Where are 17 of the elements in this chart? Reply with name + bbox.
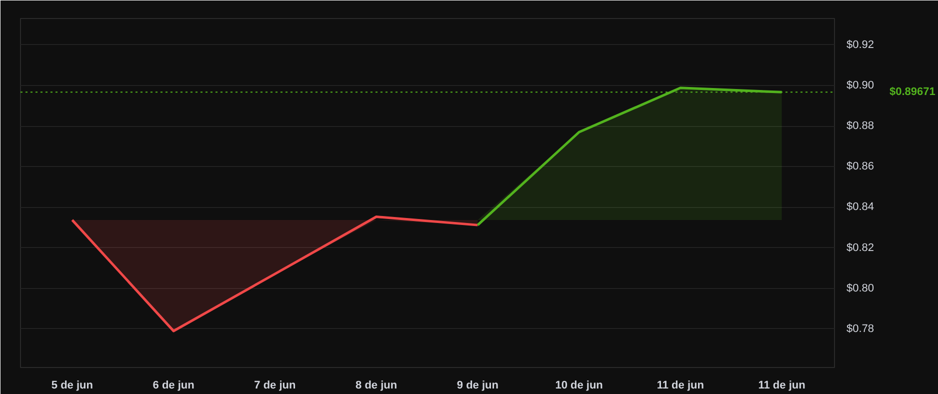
x-tick-label: 9 de jun bbox=[456, 380, 499, 392]
y-tick-label: $0.86 bbox=[846, 160, 874, 173]
y-tick-label: $0.90 bbox=[846, 79, 874, 92]
y-tick-label: $0.80 bbox=[846, 282, 874, 294]
y-tick-label: $0.82 bbox=[846, 242, 874, 254]
y-tick-label: $0.84 bbox=[846, 201, 874, 214]
y-tick-label: $0.78 bbox=[846, 322, 874, 335]
x-tick-label: 11 de jun bbox=[758, 380, 806, 392]
x-tick-label: 7 de jun bbox=[254, 380, 296, 392]
x-tick-label: 11 de jun bbox=[656, 380, 704, 392]
x-tick-label: 10 de jun bbox=[555, 380, 604, 392]
y-tick-label: $0.92 bbox=[846, 38, 874, 51]
x-tick-label: 5 de jun bbox=[51, 380, 94, 392]
y-tick-label: $0.88 bbox=[846, 120, 874, 132]
ref-line-label: $0.89671 bbox=[890, 86, 936, 98]
x-tick-label: 6 de jun bbox=[152, 380, 195, 392]
x-tick-label: 8 de jun bbox=[356, 380, 398, 392]
